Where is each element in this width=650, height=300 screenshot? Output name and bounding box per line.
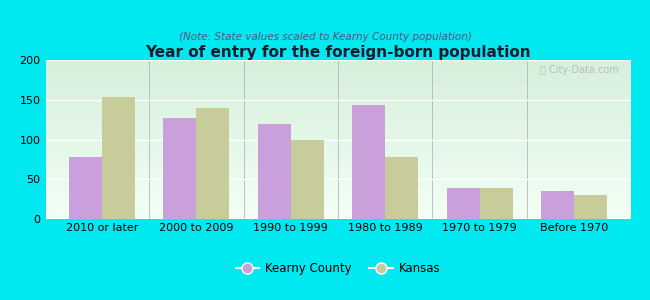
Bar bbox=[163, 118, 196, 219]
Bar bbox=[480, 188, 513, 219]
Legend: Kearny County, Kansas: Kearny County, Kansas bbox=[231, 257, 445, 280]
Text: Ⓜ City-Data.com: Ⓜ City-Data.com bbox=[540, 65, 619, 75]
Bar bbox=[102, 98, 135, 219]
Title: Year of entry for the foreign-born population: Year of entry for the foreign-born popul… bbox=[145, 45, 531, 60]
Text: (Note: State values scaled to Kearny County population): (Note: State values scaled to Kearny Cou… bbox=[179, 32, 471, 41]
Bar bbox=[574, 195, 607, 219]
Bar bbox=[258, 124, 291, 219]
Bar bbox=[352, 104, 385, 219]
Bar bbox=[291, 140, 324, 219]
Bar bbox=[385, 157, 418, 219]
Bar bbox=[447, 188, 480, 219]
Bar bbox=[196, 108, 229, 219]
Bar bbox=[541, 191, 574, 219]
Bar bbox=[69, 157, 102, 219]
